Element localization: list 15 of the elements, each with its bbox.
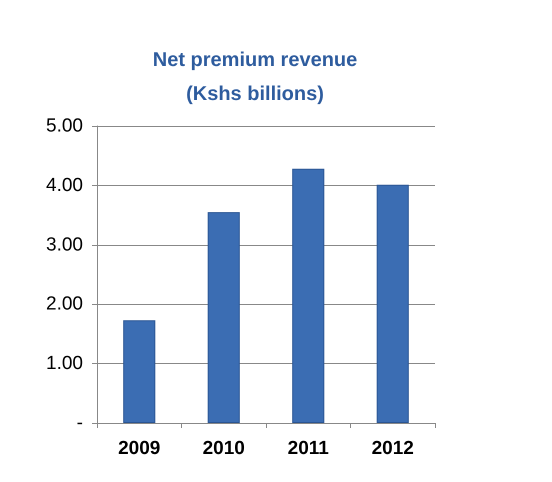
y-tick-label: 3.00: [46, 234, 83, 256]
chart-title: Net premium revenue (Kshs billions): [152, 49, 358, 105]
x-tick-label: 2012: [372, 438, 414, 459]
y-tick-label: 2.00: [46, 294, 83, 315]
y-tick-label: 4.00: [46, 174, 83, 196]
bar: [208, 212, 240, 423]
x-tick-label: 2011: [288, 438, 330, 459]
x-tick-label: 2009: [118, 438, 160, 459]
x-tick-label: 2010: [202, 438, 245, 459]
y-tick-label: -: [76, 412, 83, 434]
y-tick-label: 1.00: [46, 353, 83, 374]
bar: [123, 320, 156, 423]
bar: [376, 184, 409, 423]
y-tick-label: 5.00: [46, 116, 83, 136]
bar: [292, 168, 324, 423]
